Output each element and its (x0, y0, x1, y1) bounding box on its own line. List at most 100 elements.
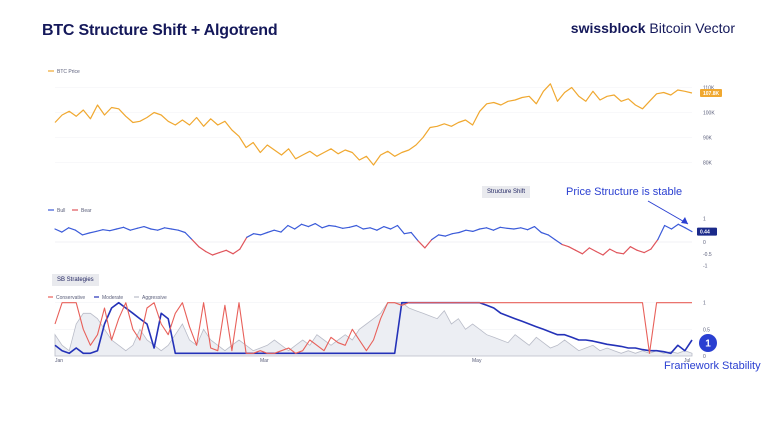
structure-segment (479, 227, 488, 230)
structure-segment (362, 227, 371, 230)
structure-segment (88, 230, 97, 234)
structure-segment (622, 246, 632, 255)
structure-last-value-label: 0.44 (700, 230, 710, 236)
structure-segment (595, 250, 604, 256)
structure-segment (410, 231, 419, 242)
price-y-tick: 90K (703, 136, 713, 142)
structure-segment (253, 233, 262, 236)
strategies-y-tick: 0 (703, 354, 706, 360)
structure-segment (184, 231, 193, 241)
structure-segment (663, 224, 673, 230)
sb-strategies-label: SB Strategies (52, 274, 99, 286)
structure-segment (177, 229, 186, 234)
strategies-x-tick: Jan (55, 358, 63, 364)
price-legend-label: BTC Price (57, 69, 80, 75)
structure-segment (472, 228, 481, 232)
structure-segment (81, 232, 90, 236)
structure-segment (657, 224, 666, 241)
structure-segment (198, 246, 207, 253)
structure-segment (383, 226, 392, 230)
structure-segment (513, 227, 522, 230)
structure-segment (170, 228, 179, 231)
structure-segment (225, 249, 234, 255)
structure-y-tick: 0 (703, 240, 706, 246)
strategies-legend-label: Aggressive (142, 295, 167, 301)
structure-segment (280, 224, 289, 233)
structure-segment (376, 226, 385, 231)
structure-segment (314, 223, 323, 229)
structure-segment (143, 226, 152, 230)
structure-segment (485, 227, 494, 231)
structure-segment (205, 250, 214, 256)
structure-segment (273, 229, 282, 233)
structure-segment (342, 226, 351, 229)
price-y-tick: 100K (703, 111, 715, 117)
bear-legend-label: Bear (81, 208, 92, 214)
structure-segment (670, 223, 679, 230)
structure-last-value-badge (697, 227, 717, 236)
structure-segment (348, 224, 357, 228)
structure-y-tick: -0.5 (703, 252, 712, 258)
structure-segment (246, 233, 255, 238)
structure-segment (540, 231, 549, 236)
structure-segment (122, 226, 131, 231)
structure-segment (396, 224, 405, 235)
bull-legend-label: Bull (57, 208, 65, 214)
structure-segment (684, 227, 693, 233)
brand-name: swissblock (570, 20, 646, 36)
structure-segment (150, 228, 159, 231)
structure-segment (294, 223, 303, 230)
structure-segment (677, 223, 686, 229)
strategies-legend-label: Conservative (56, 295, 85, 301)
structure-segment (239, 236, 248, 250)
structure-segment (115, 226, 125, 230)
conservative-line (54, 302, 692, 354)
structure-segment (74, 229, 84, 236)
structure-segment (191, 239, 200, 248)
structure-segment (520, 227, 529, 231)
brand-product: Bitcoin Vector (645, 20, 735, 36)
structure-segment (581, 247, 590, 255)
structure-segment (574, 249, 584, 255)
structure-shift-label: Structure Shift (482, 186, 531, 198)
structure-segment (616, 252, 625, 255)
aggressive-area (54, 302, 693, 357)
price-structure-arrow-head (681, 217, 688, 224)
structure-segment (157, 227, 166, 231)
strategies-y-tick: 1 (703, 301, 706, 307)
framework-stability-number: 1 (705, 339, 711, 350)
structure-segment (136, 226, 145, 229)
strategies-legend-label: Moderate (102, 295, 123, 301)
structure-segment (568, 246, 577, 251)
framework-stability-badge (699, 334, 717, 352)
structure-segment (328, 224, 337, 227)
structure-segment (218, 249, 227, 254)
structure-segment (95, 229, 104, 232)
structure-segment (561, 243, 570, 248)
structure-segment (164, 227, 172, 230)
framework-stability-callout: Framework Stability (664, 360, 761, 372)
structure-segment (526, 226, 536, 231)
structure-segment (287, 224, 296, 230)
structure-segment (403, 231, 412, 235)
strategies-x-tick: Jul (684, 358, 690, 364)
structure-segment (335, 225, 344, 229)
price-y-tick: 80K (703, 161, 713, 167)
strategies-y-tick: 0.5 (703, 327, 710, 333)
moderate-line (54, 301, 693, 355)
structure-segment (266, 229, 275, 234)
structure-segment (431, 234, 440, 241)
structure-segment (650, 239, 659, 250)
structure-segment (547, 234, 556, 241)
structure-segment (211, 252, 220, 256)
structure-segment (444, 233, 453, 237)
price-series-line (54, 83, 693, 166)
structure-segment (61, 227, 70, 233)
structure-segment (533, 226, 542, 234)
page-title: BTC Structure Shift + Algotrend (42, 22, 278, 39)
structure-segment (554, 239, 563, 245)
price-structure-callout: Price Structure is stable (566, 186, 683, 198)
structure-segment (506, 227, 515, 230)
structure-segment (499, 226, 508, 229)
